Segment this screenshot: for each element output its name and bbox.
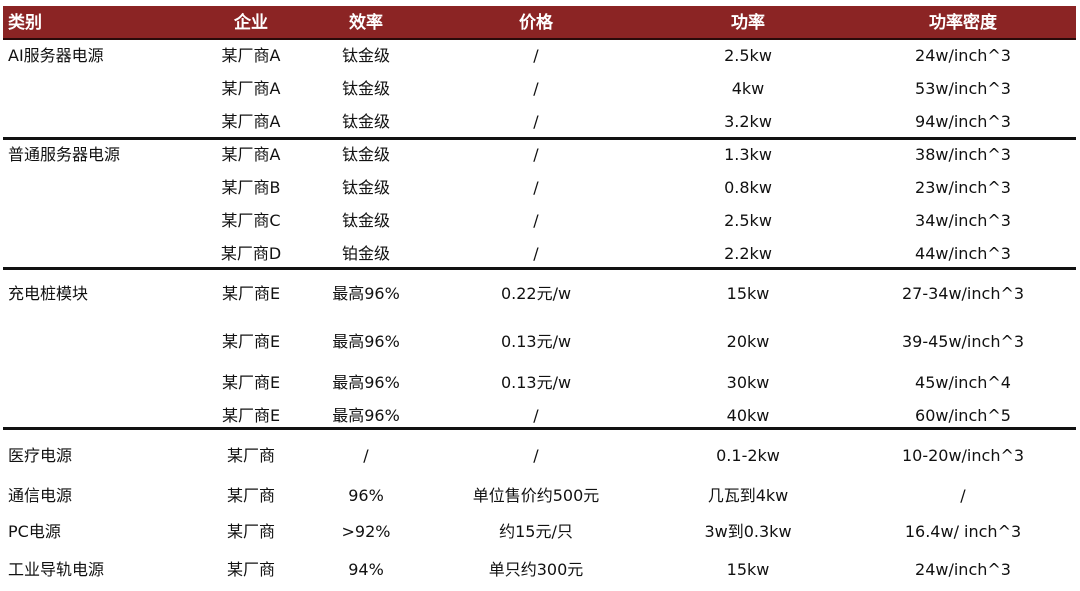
cell-company: 某厂商A xyxy=(221,46,281,65)
cell-power: 20kw xyxy=(726,332,770,351)
cell-power: 几瓦到4kw xyxy=(707,486,789,505)
cell-efficiency: 94% xyxy=(348,560,384,579)
cell-power: 30kw xyxy=(726,373,770,392)
cell-efficiency: 钛金级 xyxy=(341,46,391,65)
cell-power-density: 23w/inch^3 xyxy=(915,178,1011,197)
cell-price: / xyxy=(533,446,539,465)
cell-power-density: 38w/inch^3 xyxy=(915,145,1011,164)
cell-category: 充电桩模块 xyxy=(8,284,89,303)
table-header: 类别 企业 效率 价格 功率 功率密度 xyxy=(3,6,1076,40)
cell-power-density: 45w/inch^4 xyxy=(915,373,1011,392)
cell-efficiency: 钛金级 xyxy=(341,112,391,131)
cell-category: PC电源 xyxy=(8,522,61,541)
cell-company: 某厂商B xyxy=(221,178,281,197)
cell-price: 约15元/只 xyxy=(499,522,573,541)
cell-company: 某厂商A xyxy=(221,79,281,98)
cell-power-density: 94w/inch^3 xyxy=(915,112,1011,131)
cell-price: / xyxy=(533,112,539,131)
cell-efficiency: 钛金级 xyxy=(341,79,391,98)
cell-category: 医疗电源 xyxy=(8,446,73,465)
cell-company: 某厂商E xyxy=(221,332,281,351)
cell-power: 2.2kw xyxy=(724,244,772,263)
cell-category: 通信电源 xyxy=(8,486,73,505)
cell-power: 40kw xyxy=(726,406,770,425)
cell-company: 某厂商 xyxy=(226,560,276,579)
cell-category: 普通服务器电源 xyxy=(8,145,121,164)
cell-power: 15kw xyxy=(726,284,770,303)
group-divider xyxy=(3,427,1076,430)
cell-power-density: 44w/inch^3 xyxy=(915,244,1011,263)
cell-power: 1.3kw xyxy=(724,145,772,164)
cell-efficiency: >92% xyxy=(341,522,391,541)
cell-power-density: 53w/inch^3 xyxy=(915,79,1011,98)
cell-power-density: 16.4w/ inch^3 xyxy=(904,522,1022,541)
cell-power-density: 39-45w/inch^3 xyxy=(901,332,1025,351)
cell-price: 单位售价约500元 xyxy=(472,486,600,505)
cell-power: 3.2kw xyxy=(724,112,772,131)
header-category: 类别 xyxy=(8,13,42,33)
cell-power: 15kw xyxy=(726,560,770,579)
cell-price: / xyxy=(533,79,539,98)
cell-efficiency: 最高96% xyxy=(332,373,400,392)
cell-price: / xyxy=(533,244,539,263)
header-company: 企业 xyxy=(234,13,268,33)
cell-power-density: 10-20w/inch^3 xyxy=(901,446,1025,465)
cell-company: 某厂商 xyxy=(226,486,276,505)
header-power: 功率 xyxy=(731,13,765,33)
cell-efficiency: 96% xyxy=(348,486,384,505)
cell-company: 某厂商A xyxy=(221,145,281,164)
cell-efficiency: 最高96% xyxy=(332,332,400,351)
cell-efficiency: 铂金级 xyxy=(341,244,391,263)
cell-price: 0.13元/w xyxy=(500,332,572,351)
cell-company: 某厂商E xyxy=(221,373,281,392)
cell-efficiency: 钛金级 xyxy=(341,211,391,230)
cell-price: / xyxy=(533,178,539,197)
cell-company: 某厂商A xyxy=(221,112,281,131)
cell-power-density: 24w/inch^3 xyxy=(915,560,1011,579)
cell-price: 0.22元/w xyxy=(500,284,572,303)
cell-efficiency: 钛金级 xyxy=(341,145,391,164)
cell-category: AI服务器电源 xyxy=(8,46,104,65)
cell-price: / xyxy=(533,406,539,425)
cell-price: / xyxy=(533,211,539,230)
cell-power-density: / xyxy=(960,486,966,505)
cell-efficiency: 最高96% xyxy=(332,284,400,303)
cell-price: / xyxy=(533,145,539,164)
cell-power-density: 27-34w/inch^3 xyxy=(901,284,1025,303)
cell-power: 0.8kw xyxy=(724,178,772,197)
group-divider xyxy=(3,267,1076,270)
cell-power: 2.5kw xyxy=(724,211,772,230)
cell-power: 2.5kw xyxy=(724,46,772,65)
cell-price: 单只约300元 xyxy=(488,560,584,579)
cell-company: 某厂商 xyxy=(226,446,276,465)
cell-price: / xyxy=(533,46,539,65)
cell-efficiency: 最高96% xyxy=(332,406,400,425)
header-power-density: 功率密度 xyxy=(929,13,997,33)
cell-power-density: 60w/inch^5 xyxy=(915,406,1011,425)
cell-power: 3w到0.3kw xyxy=(704,522,792,541)
cell-company: 某厂商E xyxy=(221,406,281,425)
cell-power-density: 34w/inch^3 xyxy=(915,211,1011,230)
cell-power-density: 24w/inch^3 xyxy=(915,46,1011,65)
cell-efficiency: / xyxy=(363,446,369,465)
cell-power: 0.1-2kw xyxy=(716,446,780,465)
cell-company: 某厂商C xyxy=(221,211,281,230)
cell-power: 4kw xyxy=(731,79,765,98)
cell-company: 某厂商E xyxy=(221,284,281,303)
group-divider xyxy=(3,137,1076,140)
cell-category: 工业导轨电源 xyxy=(8,560,105,579)
cell-company: 某厂商 xyxy=(226,522,276,541)
cell-price: 0.13元/w xyxy=(500,373,572,392)
cell-efficiency: 钛金级 xyxy=(341,178,391,197)
cell-company: 某厂商D xyxy=(220,244,282,263)
header-price: 价格 xyxy=(519,13,553,33)
header-efficiency: 效率 xyxy=(349,13,383,33)
